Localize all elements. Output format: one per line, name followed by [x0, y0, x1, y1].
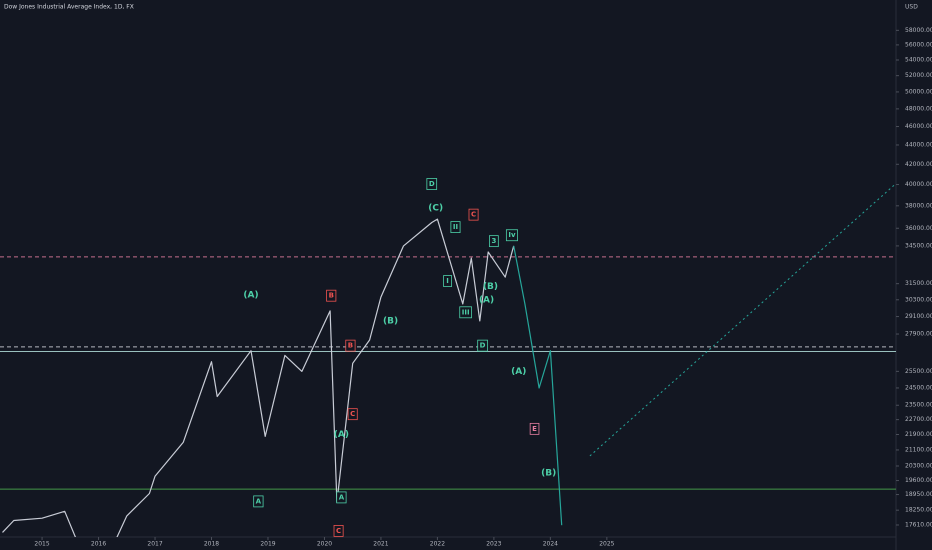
wave-label: (A): [243, 290, 258, 300]
wave-label: D: [480, 342, 486, 350]
y-tick-label: 48000.00: [905, 105, 932, 112]
chart-title: Dow Jones Industrial Average Index, 1D, …: [4, 4, 134, 11]
y-tick-label: 36000.00: [905, 225, 932, 232]
label-box: [326, 289, 337, 302]
wave-label: 3: [491, 237, 496, 245]
y-tick-label: 50000.00: [905, 88, 932, 95]
label-box: [459, 306, 472, 319]
x-tick-label: 2018: [204, 541, 219, 548]
y-tick-label: 46000.00: [905, 123, 932, 130]
y-tick-label: 58000.00: [905, 27, 932, 34]
x-tick-label: 2022: [430, 541, 445, 548]
wave-label: I: [446, 277, 449, 285]
wave-label: (B): [383, 316, 398, 326]
y-tick-label: 21100.00: [905, 446, 932, 453]
wave-label: (A): [479, 295, 494, 305]
wave-label: D: [429, 180, 435, 188]
wave-label: (B): [541, 469, 556, 479]
x-tick-label: 2016: [91, 541, 106, 548]
y-tick-label: 44000.00: [905, 141, 932, 148]
wave-label: B: [329, 292, 334, 300]
x-tick-label: 2020: [317, 541, 332, 548]
wave-label: A: [256, 497, 262, 505]
y-tick-label: 24500.00: [905, 384, 932, 391]
label-box: [336, 491, 347, 504]
wave-label: A: [339, 493, 345, 501]
y-tick-label: 20300.00: [905, 462, 932, 469]
wave-label: III: [462, 308, 470, 316]
y-tick-label: 25500.00: [905, 368, 932, 375]
label-box: [253, 495, 264, 508]
y-tick-label: 31500.00: [905, 280, 932, 287]
x-tick-label: 2019: [260, 541, 275, 548]
label-box: [426, 178, 438, 190]
x-tick-label: 2017: [147, 541, 162, 548]
y-tick-label: 38000.00: [905, 202, 932, 209]
y-tick-label: 21900.00: [905, 431, 932, 438]
wave-label: C: [350, 410, 355, 418]
wave-label: (A): [511, 367, 526, 377]
label-box: [443, 275, 452, 287]
y-tick-label: 52000.00: [905, 72, 932, 79]
y-tick-label: 54000.00: [905, 56, 932, 63]
trend-line: [589, 184, 896, 457]
price-line: [513, 245, 563, 526]
wave-label: II: [453, 223, 458, 231]
y-tick-label: 30300.00: [905, 296, 932, 303]
wave-label: B: [348, 342, 353, 350]
wave-label: (C): [428, 204, 443, 214]
wave-label: Iv: [508, 231, 516, 239]
wave-label: C: [336, 527, 341, 535]
y-tick-label: 18950.00: [905, 491, 932, 498]
currency: USD: [905, 4, 918, 11]
label-box: [529, 422, 540, 435]
wave-label: E: [532, 425, 537, 433]
y-tick-label: 29100.00: [905, 313, 932, 320]
y-tick-label: 18250.00: [905, 507, 932, 514]
label-box: [345, 339, 356, 352]
label-box: [468, 208, 479, 221]
label-box: [489, 235, 499, 248]
y-tick-label: 56000.00: [905, 41, 932, 48]
label-box: [450, 221, 461, 234]
label-box: [477, 339, 488, 352]
wave-label: (A): [334, 430, 349, 440]
y-tick-label: 34500.00: [905, 242, 932, 249]
y-tick-label: 22700.00: [905, 416, 932, 423]
x-tick-label: 2023: [486, 541, 501, 548]
wave-label: C: [471, 211, 476, 219]
label-box: [505, 229, 518, 242]
label-box: [333, 525, 344, 537]
plot-area: (A) BBC(A)ACAD(C)IIIIIIC(B)(A)(B)DE(B)(A)…: [0, 178, 896, 537]
y-tick-label: 19600.00: [905, 477, 932, 484]
x-tick-label: 2021: [373, 541, 388, 548]
price-line: [2, 218, 515, 537]
y-tick-label: 17610.00: [905, 521, 932, 528]
y-tick-label: 27900.00: [905, 331, 932, 338]
y-tick-label: 42000.00: [905, 161, 932, 168]
y-tick-label: 23500.00: [905, 402, 932, 409]
x-tick-label: 2015: [34, 541, 49, 548]
x-tick-label: 2025: [599, 541, 614, 548]
x-tick-label: 2024: [543, 541, 558, 548]
label-box: [347, 408, 358, 421]
wave-label: (B): [483, 282, 498, 292]
y-tick-label: 40000.00: [905, 181, 932, 188]
